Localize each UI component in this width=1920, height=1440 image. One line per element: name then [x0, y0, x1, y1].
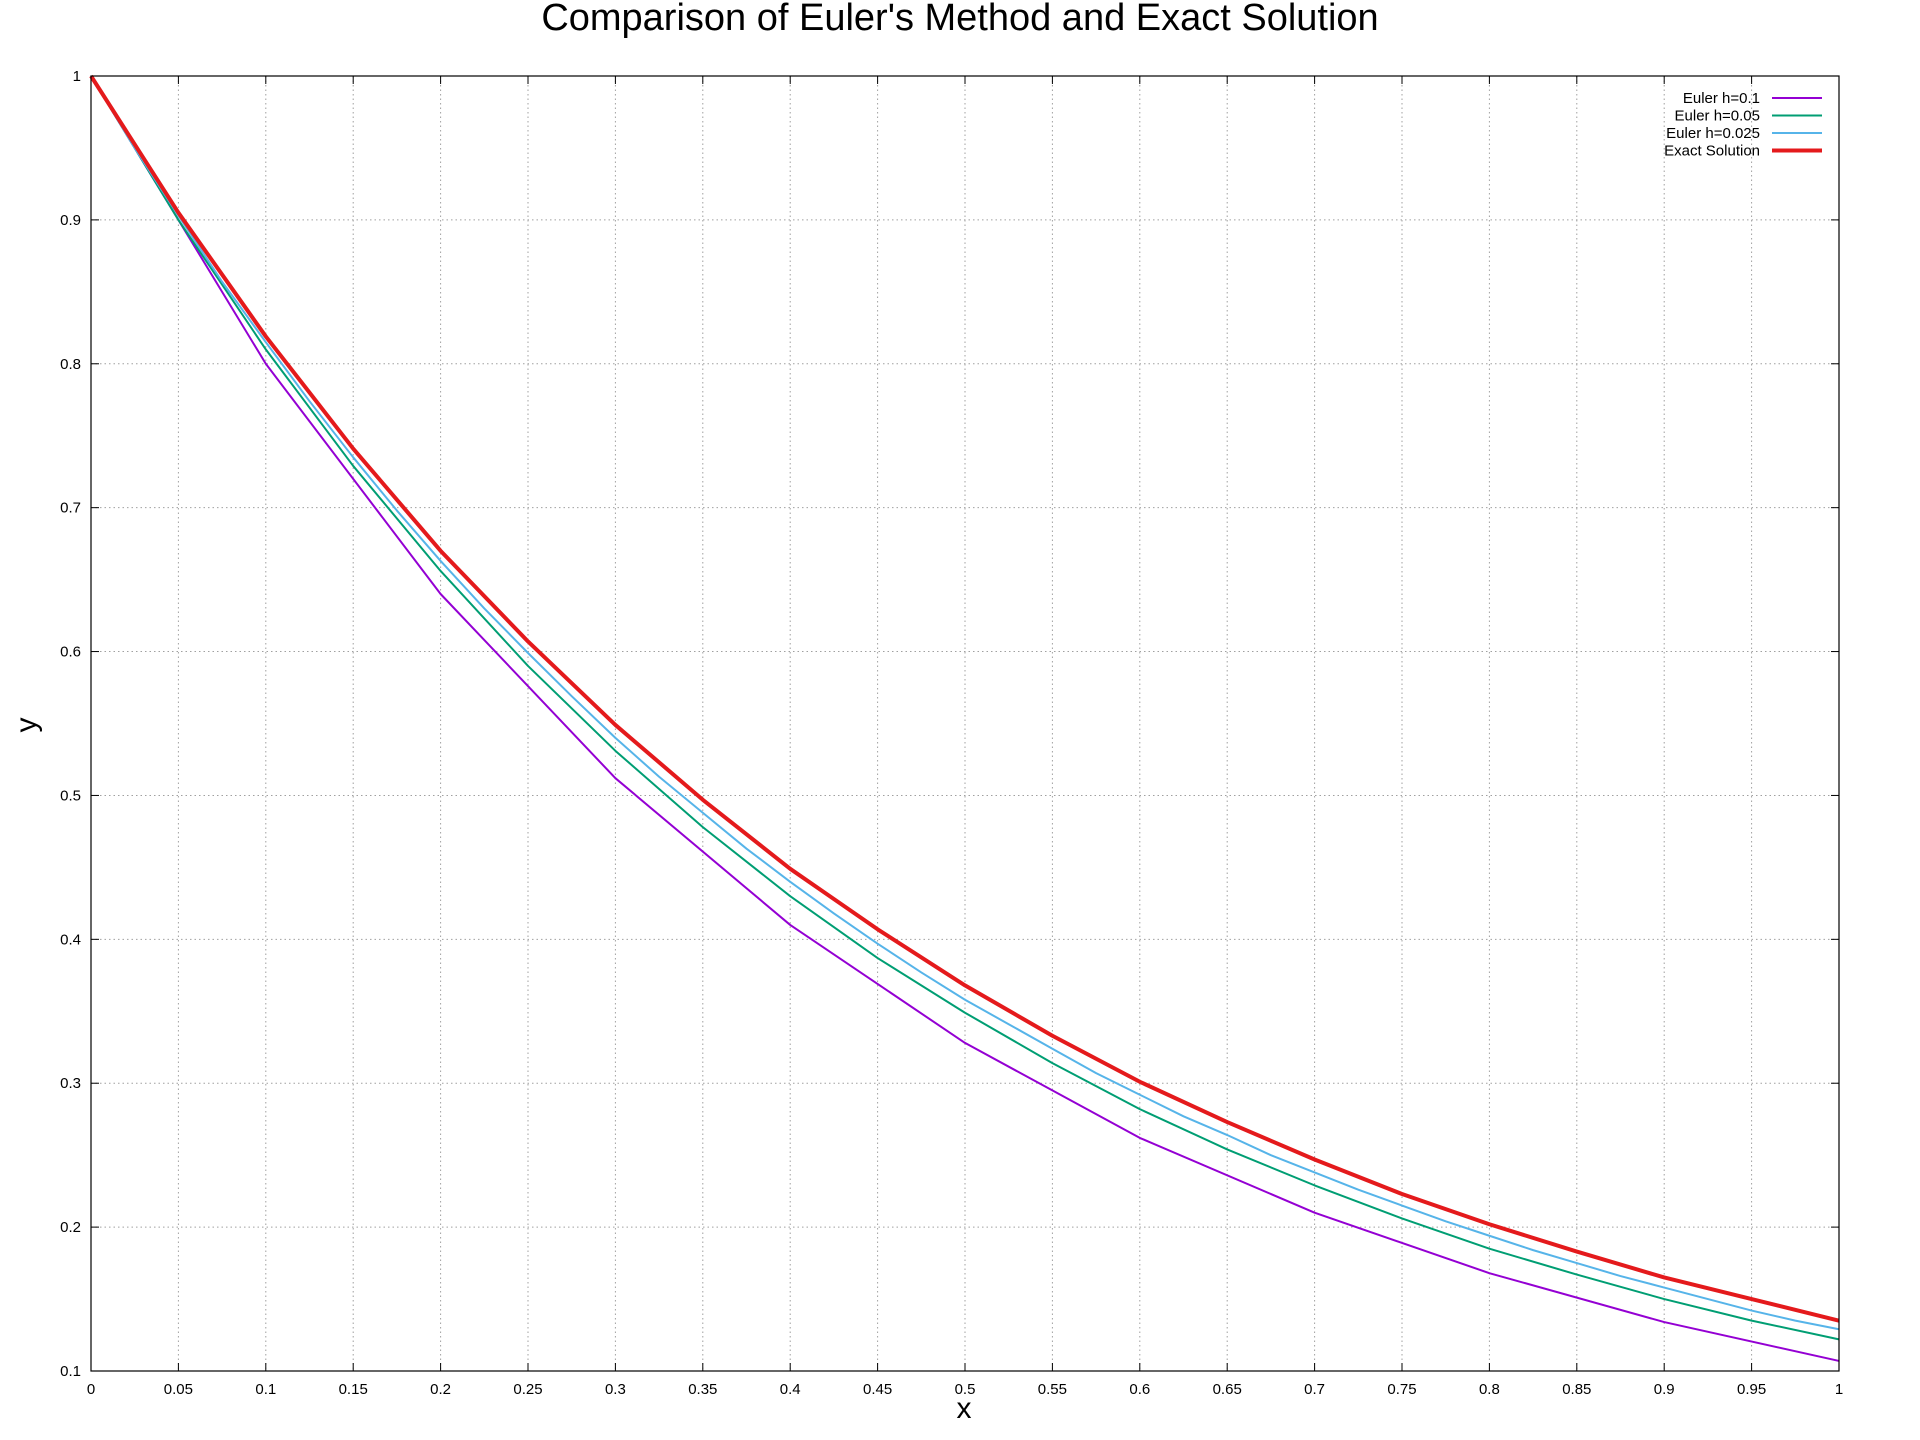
x-tick-label: 0.75	[1387, 1381, 1416, 1398]
x-tick-label: 0.3	[605, 1381, 626, 1398]
x-tick-label: 0.45	[863, 1381, 892, 1398]
x-tick-label: 0.6	[1129, 1381, 1150, 1398]
x-tick-label: 0.05	[164, 1381, 193, 1398]
legend-label: Euler h=0.1	[1683, 90, 1760, 107]
y-tick-label: 0.1	[60, 1363, 81, 1380]
x-axis-label: x	[957, 1392, 972, 1425]
y-axis-label: y	[10, 718, 43, 733]
x-tick-label: 0	[87, 1381, 95, 1398]
x-tick-label: 0.9	[1654, 1381, 1675, 1398]
y-tick-label: 0.9	[60, 212, 81, 229]
series-lines	[89, 74, 1840, 1362]
x-tick-label: 0.7	[1304, 1381, 1325, 1398]
x-tick-label: 1	[1835, 1381, 1843, 1398]
x-tick-label: 0.4	[780, 1381, 801, 1398]
x-tick-label: 0.1	[255, 1381, 276, 1398]
y-tick-label: 0.8	[60, 356, 81, 373]
series-line-2	[90, 75, 1840, 1341]
series-line-1	[90, 75, 1840, 1362]
y-tick-label: 0.3	[60, 1075, 81, 1092]
legend-label: Euler h=0.025	[1666, 125, 1760, 142]
x-tick-label: 0.25	[513, 1381, 542, 1398]
x-tick-label: 0.95	[1737, 1381, 1766, 1398]
y-tick-label: 0.5	[60, 787, 81, 804]
y-tick-label: 1	[73, 68, 81, 85]
x-tick-label: 0.65	[1213, 1381, 1242, 1398]
y-tick-label: 0.2	[60, 1219, 81, 1236]
x-tick-label: 0.5	[955, 1381, 976, 1398]
x-tick-label: 0.8	[1479, 1381, 1500, 1398]
series-line-4	[89, 74, 1840, 1323]
y-tick-label: 0.6	[60, 644, 81, 661]
series-line-3	[90, 75, 1840, 1331]
y-tick-label: 0.7	[60, 500, 81, 517]
grid	[91, 76, 1839, 1371]
y-tick-label: 0.4	[60, 931, 81, 948]
x-tick-label: 0.15	[339, 1381, 368, 1398]
x-tick-label: 0.55	[1038, 1381, 1067, 1398]
legend-label: Exact Solution	[1664, 143, 1760, 160]
x-tick-label: 0.35	[688, 1381, 717, 1398]
axis-ticks: 0 0.05 0.1 0.15 0.2 0.25 0.3 0.35 0.4 0.45 0.5 0.55…	[60, 68, 1843, 1398]
legend-label: Euler h=0.05	[1675, 108, 1760, 125]
chart-title: Comparison of Euler's Method and Exact S…	[541, 0, 1378, 39]
x-tick-label: 0.85	[1562, 1381, 1591, 1398]
x-tick-label: 0.2	[430, 1381, 451, 1398]
